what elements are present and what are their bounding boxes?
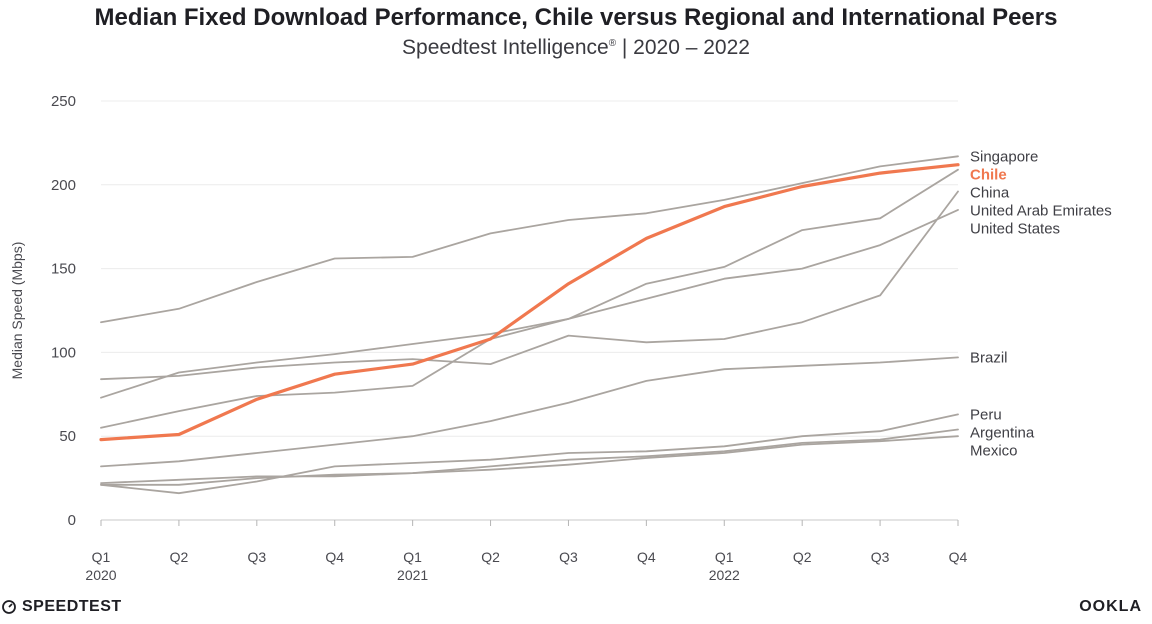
series-label: Singapore <box>970 148 1038 165</box>
x-tick-label: Q3 <box>871 549 890 565</box>
x-tick-label: Q1 <box>403 549 422 565</box>
y-tick-label: 150 <box>51 261 76 278</box>
x-tick-label: Q2 <box>170 549 189 565</box>
x-year-label: 2022 <box>709 567 740 583</box>
ookla-logo: OOKLA <box>1079 598 1142 615</box>
x-tick-label: Q3 <box>559 549 578 565</box>
x-tick-label: Q2 <box>793 549 812 565</box>
y-tick-label: 200 <box>51 177 76 194</box>
subtitle-source: Speedtest Intelligence <box>402 36 609 59</box>
x-tick-label: Q4 <box>949 549 968 565</box>
speedtest-logo: SPEEDTEST <box>2 598 122 616</box>
y-tick-label: 50 <box>59 428 76 445</box>
x-tick-label: Q1 <box>92 549 111 565</box>
subtitle-period: | 2020 – 2022 <box>616 36 750 59</box>
series-line <box>99 163 960 442</box>
series-label: United Arab Emirates <box>970 202 1112 219</box>
y-tick-label: 100 <box>51 344 76 361</box>
series-line <box>100 428 959 485</box>
series-line <box>100 190 959 381</box>
x-year-label: 2021 <box>397 567 428 583</box>
series-label: Brazil <box>970 349 1008 366</box>
y-tick-label: 0 <box>68 512 76 529</box>
series-label: Chile <box>970 166 1007 183</box>
chart-title: Median Fixed Download Performance, Chile… <box>94 4 1058 31</box>
x-tick-label: Q2 <box>481 549 500 565</box>
series-label: China <box>970 184 1010 201</box>
series-label: United States <box>970 220 1060 237</box>
series-label: Argentina <box>970 424 1035 441</box>
axes: 0 50 100 150 200 250 Q1 Q2 Q3 Q4 Q1 Q2 Q3 Q4 Q1 Q2 Q3 Q4 2… <box>9 93 968 583</box>
series-line <box>100 413 959 495</box>
series-line <box>100 435 959 486</box>
y-axis-title: Median Speed (Mbps) <box>9 242 25 380</box>
x-tick-label: Q4 <box>637 549 656 565</box>
series-label: Mexico <box>970 442 1018 459</box>
registered-mark: ® <box>608 38 617 49</box>
x-year-label: 2020 <box>85 567 116 583</box>
x-tick-label: Q3 <box>247 549 266 565</box>
x-tick-label: Q4 <box>325 549 344 565</box>
speedtest-wordmark: SPEEDTEST <box>22 598 122 615</box>
chart-subtitle: Speedtest Intelligence® | 2020 – 2022 <box>0 36 1152 60</box>
y-tick-label: 250 <box>51 93 76 110</box>
series-line <box>100 356 959 468</box>
series-lines <box>99 155 960 495</box>
x-tick-label: Q1 <box>715 549 734 565</box>
series-line <box>100 168 959 399</box>
series-line <box>100 208 959 429</box>
series-line <box>100 155 959 324</box>
series-label: Peru <box>970 406 1002 423</box>
gauge-icon <box>2 600 16 614</box>
